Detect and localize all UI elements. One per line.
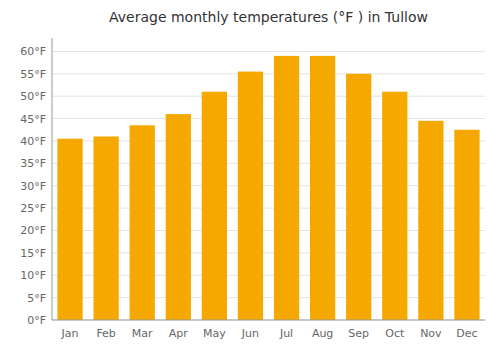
chart-container: Average monthly temperatures (°F ) in Tu… (0, 0, 500, 350)
x-axis-line (52, 320, 485, 321)
y-tick-label: 60°F (20, 45, 46, 58)
x-tick-label: Jul (279, 327, 293, 340)
x-tick-label: Mar (132, 327, 153, 340)
y-tick-label: 45°F (20, 113, 46, 126)
x-tick-label: Aug (312, 327, 333, 340)
x-tick-label: Jan (61, 327, 79, 340)
x-tick-label: Nov (420, 327, 442, 340)
grid-line (52, 96, 485, 97)
y-axis-line (52, 38, 53, 320)
y-tick-label: 40°F (20, 135, 46, 148)
bar (57, 139, 82, 320)
y-tick-label: 50°F (20, 90, 46, 103)
bar (382, 92, 407, 320)
grid-line (52, 320, 485, 321)
bar (274, 56, 299, 320)
grid-line (52, 51, 485, 52)
x-tick-label: Sep (348, 327, 369, 340)
grid-line (52, 73, 485, 74)
y-tick-label: 10°F (20, 269, 46, 282)
x-tick-label: Jun (241, 327, 259, 340)
bar (346, 74, 371, 320)
y-tick-label: 5°F (27, 292, 46, 305)
x-tick-label: Dec (456, 327, 477, 340)
x-tick-label: May (203, 327, 226, 340)
grid-line (52, 118, 485, 119)
bar (310, 56, 335, 320)
y-tick-label: 30°F (20, 180, 46, 193)
bar (418, 121, 443, 320)
bar (454, 130, 479, 320)
bar (238, 72, 263, 320)
x-tick-label: Apr (169, 327, 189, 340)
y-tick-label: 35°F (20, 157, 46, 170)
x-tick-label: Oct (385, 327, 405, 340)
title: Average monthly temperatures (°F ) in Tu… (109, 9, 428, 25)
bars (57, 56, 479, 320)
bar (130, 125, 155, 320)
y-tick-label: 20°F (20, 224, 46, 237)
y-tick-label: 55°F (20, 68, 46, 81)
y-tick-label: 15°F (20, 247, 46, 260)
y-tick-label: 0°F (27, 314, 46, 327)
y-tick-label: 25°F (20, 202, 46, 215)
grid (52, 51, 485, 320)
bar (166, 114, 191, 320)
bar (93, 136, 118, 320)
x-tick-label: Feb (96, 327, 115, 340)
chart: Average monthly temperatures (°F ) in Tu… (0, 0, 500, 350)
bar (202, 92, 227, 320)
